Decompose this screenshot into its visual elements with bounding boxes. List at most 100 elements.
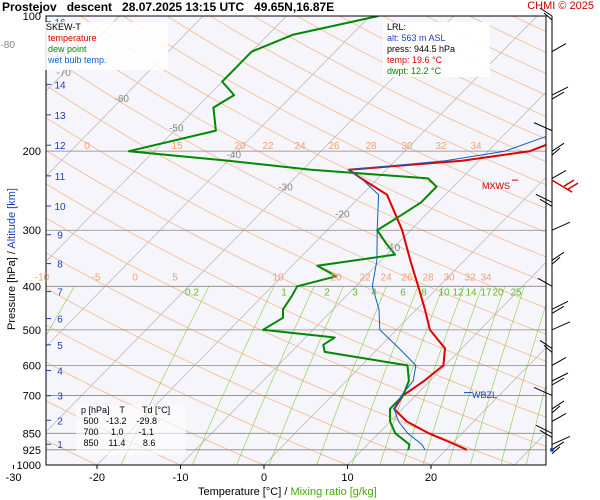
wind-barb xyxy=(537,277,553,287)
dry-adiabat-label: 24 xyxy=(294,141,306,152)
isotherm-label: -50 xyxy=(169,123,184,134)
mixing-ratio-label: 25 xyxy=(510,288,522,299)
isotherm-line xyxy=(46,16,454,433)
altitude-tick-label: 6 xyxy=(57,315,63,326)
mxws-barb xyxy=(563,179,575,187)
altitude-tick-label: 10 xyxy=(54,202,66,213)
x-axis-label-temp: Temperature [°C] xyxy=(198,486,282,498)
isotherm-label: -30 xyxy=(278,183,293,194)
mixing-ratio-label: 20 xyxy=(492,288,504,299)
y-tick-label: 400 xyxy=(23,281,41,293)
wind-barb xyxy=(551,256,561,265)
altitude-tick-label: 13 xyxy=(54,111,66,122)
isotherm-line xyxy=(46,16,287,262)
wind-barb xyxy=(539,198,553,207)
isotherm-line xyxy=(180,91,546,465)
sounding-table: p [hPa] T Td [°C] 500 -13.2 -29.8 700 1.… xyxy=(76,405,186,455)
wind-barb xyxy=(551,400,565,410)
isotherm-label: -20 xyxy=(335,210,350,221)
isotherm-label: -70 xyxy=(56,68,71,79)
surface-wind-dot xyxy=(550,447,554,452)
table-row: 500 -13.2 -29.8 xyxy=(76,416,158,426)
x-tick-label: 0 xyxy=(261,472,267,484)
y-tick-label: 1000 xyxy=(17,460,41,472)
wind-barb xyxy=(533,122,553,132)
x-axis-label-mix: Mixing ratio [g/kg] xyxy=(290,486,377,498)
wind-barb xyxy=(543,12,553,21)
legend-dew-point: dew point xyxy=(48,44,87,54)
lrl-alt: alt: 563 m ASL xyxy=(387,33,446,43)
wind-barb xyxy=(551,441,565,451)
dry-adiabat-label: 28 xyxy=(365,141,377,152)
y-axis-label-p: Pressure [hPa] xyxy=(6,257,18,330)
wind-barb xyxy=(551,413,567,422)
dry-adiabat-line xyxy=(46,183,546,418)
wind-barb xyxy=(551,321,571,331)
x-tick-label: -10 xyxy=(173,472,189,484)
altitude-tick-label: 7 xyxy=(57,288,63,299)
mixing-ratio-label: 6 xyxy=(400,288,406,299)
y-tick-label: 500 xyxy=(23,325,41,337)
theta-label: 5 xyxy=(172,272,178,283)
wind-barb xyxy=(551,169,567,179)
theta-label: 32 xyxy=(464,272,476,283)
dry-adiabat-label: 34 xyxy=(470,141,482,152)
isotherm-line xyxy=(263,176,546,465)
isotherm-line xyxy=(430,347,546,465)
y-tick-label: 850 xyxy=(23,428,41,440)
wind-barb xyxy=(551,91,565,100)
wind-barb xyxy=(551,147,561,156)
isotherm-line xyxy=(46,16,204,177)
dry-adiabat-label: 30 xyxy=(401,141,413,152)
dry-adiabat-line xyxy=(123,16,546,233)
dry-adiabat-label: 20 xyxy=(234,141,246,152)
legend-wet-bulb: wet bulb temp. xyxy=(48,55,107,65)
y-tick-label: 925 xyxy=(23,445,41,457)
wind-barb xyxy=(535,424,553,434)
lrl-temp: temp: 19.6 °C xyxy=(387,55,443,65)
wind-barb xyxy=(533,386,553,396)
legend-temperature: temperature xyxy=(48,33,97,43)
dry-adiabat-label: 32 xyxy=(435,141,447,152)
chart-legend: SKEW-T temperature dew point wet bulb te… xyxy=(44,22,168,70)
wind-barb xyxy=(551,43,567,52)
altitude-tick-label: 14 xyxy=(54,80,66,91)
wind-barb xyxy=(551,435,571,445)
theta-label: -10 xyxy=(35,272,50,283)
mixing-ratio-label: 14 xyxy=(465,288,477,299)
wind-barb xyxy=(539,429,553,438)
theta-label: 22 xyxy=(359,272,371,283)
altitude-tick-label: 2 xyxy=(57,416,63,427)
wind-barb xyxy=(539,340,553,349)
dry-adiabat-line xyxy=(46,150,546,390)
altitude-tick-label: 12 xyxy=(54,141,66,152)
altitude-tick-label: 8 xyxy=(57,260,63,271)
dry-adiabat-line xyxy=(46,21,546,283)
wbzl-label: WBZL xyxy=(472,390,498,400)
theta-label: -5 xyxy=(92,272,101,283)
lrl-dwpt: dwpt: 12.2 °C xyxy=(387,66,442,76)
series-line-dew-point xyxy=(128,16,438,451)
wind-barb xyxy=(551,221,571,231)
table-row: 850 11.4 8.6 xyxy=(76,438,156,448)
theta-label: 0 xyxy=(132,272,138,283)
y-axis-label: Pressure [hPa] / Altitude [km] xyxy=(6,179,18,339)
wind-barb xyxy=(551,305,565,314)
y-tick-label: 300 xyxy=(23,225,41,237)
series-line-wet-bulb-temp- xyxy=(348,135,546,451)
dry-adiabat-line xyxy=(556,16,600,465)
y-tick-label: 200 xyxy=(23,146,41,158)
dry-adiabat-label: 22 xyxy=(262,141,274,152)
isotherm-line xyxy=(46,16,371,348)
table-row: 700 1.0 -1.1 xyxy=(76,427,155,437)
altitude-tick-label: 3 xyxy=(57,392,63,403)
isotherm-label: -60 xyxy=(115,94,130,105)
theta-label: 20 xyxy=(330,272,342,283)
mixing-ratio-line xyxy=(567,286,600,465)
wind-barb xyxy=(551,372,569,382)
wind-barb xyxy=(551,251,565,261)
mxws-barb xyxy=(567,182,579,190)
mixing-ratio-label: 3 xyxy=(352,288,358,299)
mxws-label: MXWS xyxy=(482,181,510,191)
copyright[interactable]: CHMI © 2025 xyxy=(527,0,594,12)
